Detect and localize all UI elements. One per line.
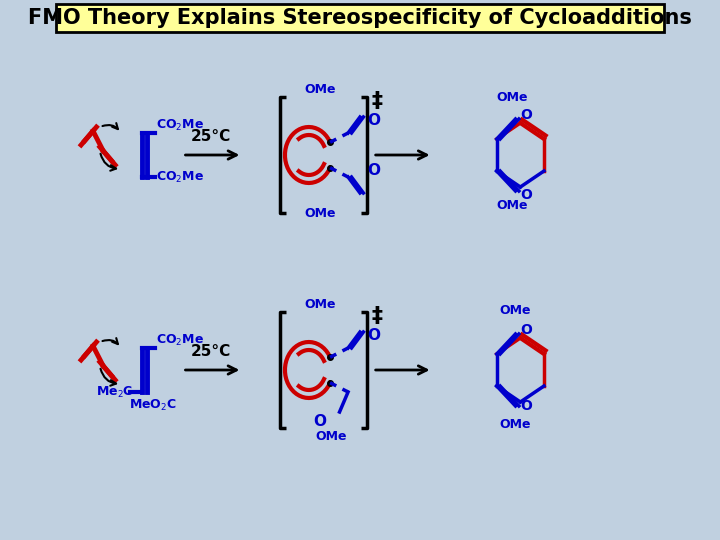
Text: MeO$_2$C: MeO$_2$C [129, 397, 177, 413]
Text: CO$_2$Me: CO$_2$Me [156, 333, 204, 348]
Text: O: O [521, 399, 533, 413]
Text: OMe: OMe [304, 83, 336, 96]
FancyBboxPatch shape [56, 4, 664, 32]
Text: OMe: OMe [304, 298, 336, 311]
Text: O: O [366, 328, 380, 343]
Text: OMe: OMe [496, 199, 528, 212]
Text: OMe: OMe [315, 430, 347, 443]
Text: CO$_2$Me: CO$_2$Me [156, 170, 204, 185]
Text: O: O [313, 414, 326, 429]
Text: 25°C: 25°C [191, 129, 231, 144]
Text: FMO Theory Explains Stereospecificity of Cycloadditions: FMO Theory Explains Stereospecificity of… [28, 8, 692, 28]
Text: ‡: ‡ [371, 91, 382, 111]
Text: 25°C: 25°C [191, 344, 231, 359]
Text: O: O [521, 323, 533, 337]
Text: O: O [366, 163, 380, 178]
Text: OMe: OMe [304, 207, 336, 220]
Text: OMe: OMe [500, 418, 531, 431]
Text: OMe: OMe [500, 304, 531, 317]
Text: OMe: OMe [496, 91, 528, 104]
Text: O: O [521, 188, 533, 202]
Text: ‡: ‡ [371, 306, 382, 326]
Text: CO$_2$Me: CO$_2$Me [156, 117, 204, 132]
Text: O: O [366, 113, 380, 128]
Text: Me$_2$C: Me$_2$C [96, 384, 133, 400]
Text: O: O [521, 108, 533, 122]
